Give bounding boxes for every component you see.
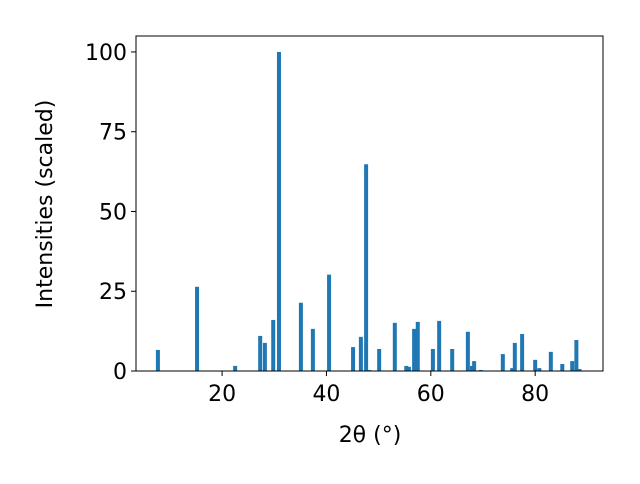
bar [465, 331, 470, 371]
bar [406, 366, 411, 371]
bar [520, 333, 525, 371]
bar [510, 368, 515, 371]
bar [450, 348, 455, 371]
x-tick-label: 40 [312, 382, 340, 407]
bar [500, 354, 505, 371]
y-tick-label: 0 [113, 360, 127, 385]
bar [537, 368, 542, 371]
bar [195, 286, 200, 371]
bar [577, 369, 582, 371]
bar [233, 365, 238, 371]
bar [570, 361, 575, 371]
x-tick-label: 60 [417, 382, 445, 407]
bar [358, 336, 363, 371]
bar [404, 365, 409, 371]
bar [377, 348, 382, 371]
plot-frame [135, 35, 604, 372]
bar [298, 302, 303, 371]
bar [351, 347, 356, 371]
y-tick-label: 100 [85, 41, 127, 66]
bar [470, 365, 475, 371]
y-tick-label: 25 [99, 280, 127, 305]
bar [437, 320, 442, 371]
bar [155, 349, 160, 371]
bar [262, 342, 267, 371]
bar [392, 322, 397, 371]
x-tick-label: 20 [208, 382, 236, 407]
bar [574, 340, 579, 371]
bar [258, 335, 263, 371]
bar [364, 164, 369, 371]
y-axis-label: Intensities (scaled) [33, 100, 58, 309]
bar [430, 348, 435, 371]
bar [415, 321, 420, 371]
bar [271, 319, 276, 371]
bar [412, 328, 417, 371]
bar [472, 361, 477, 371]
y-tick-label: 50 [99, 200, 127, 225]
x-tick-label: 80 [521, 382, 549, 407]
bar [512, 342, 517, 371]
bar [548, 351, 553, 371]
y-tick-label: 75 [99, 121, 127, 146]
bar [533, 359, 538, 371]
bar [560, 363, 565, 371]
bar [327, 274, 332, 371]
bar [276, 51, 281, 371]
bar [310, 328, 315, 371]
x-axis-label: 2θ (°) [339, 423, 402, 448]
